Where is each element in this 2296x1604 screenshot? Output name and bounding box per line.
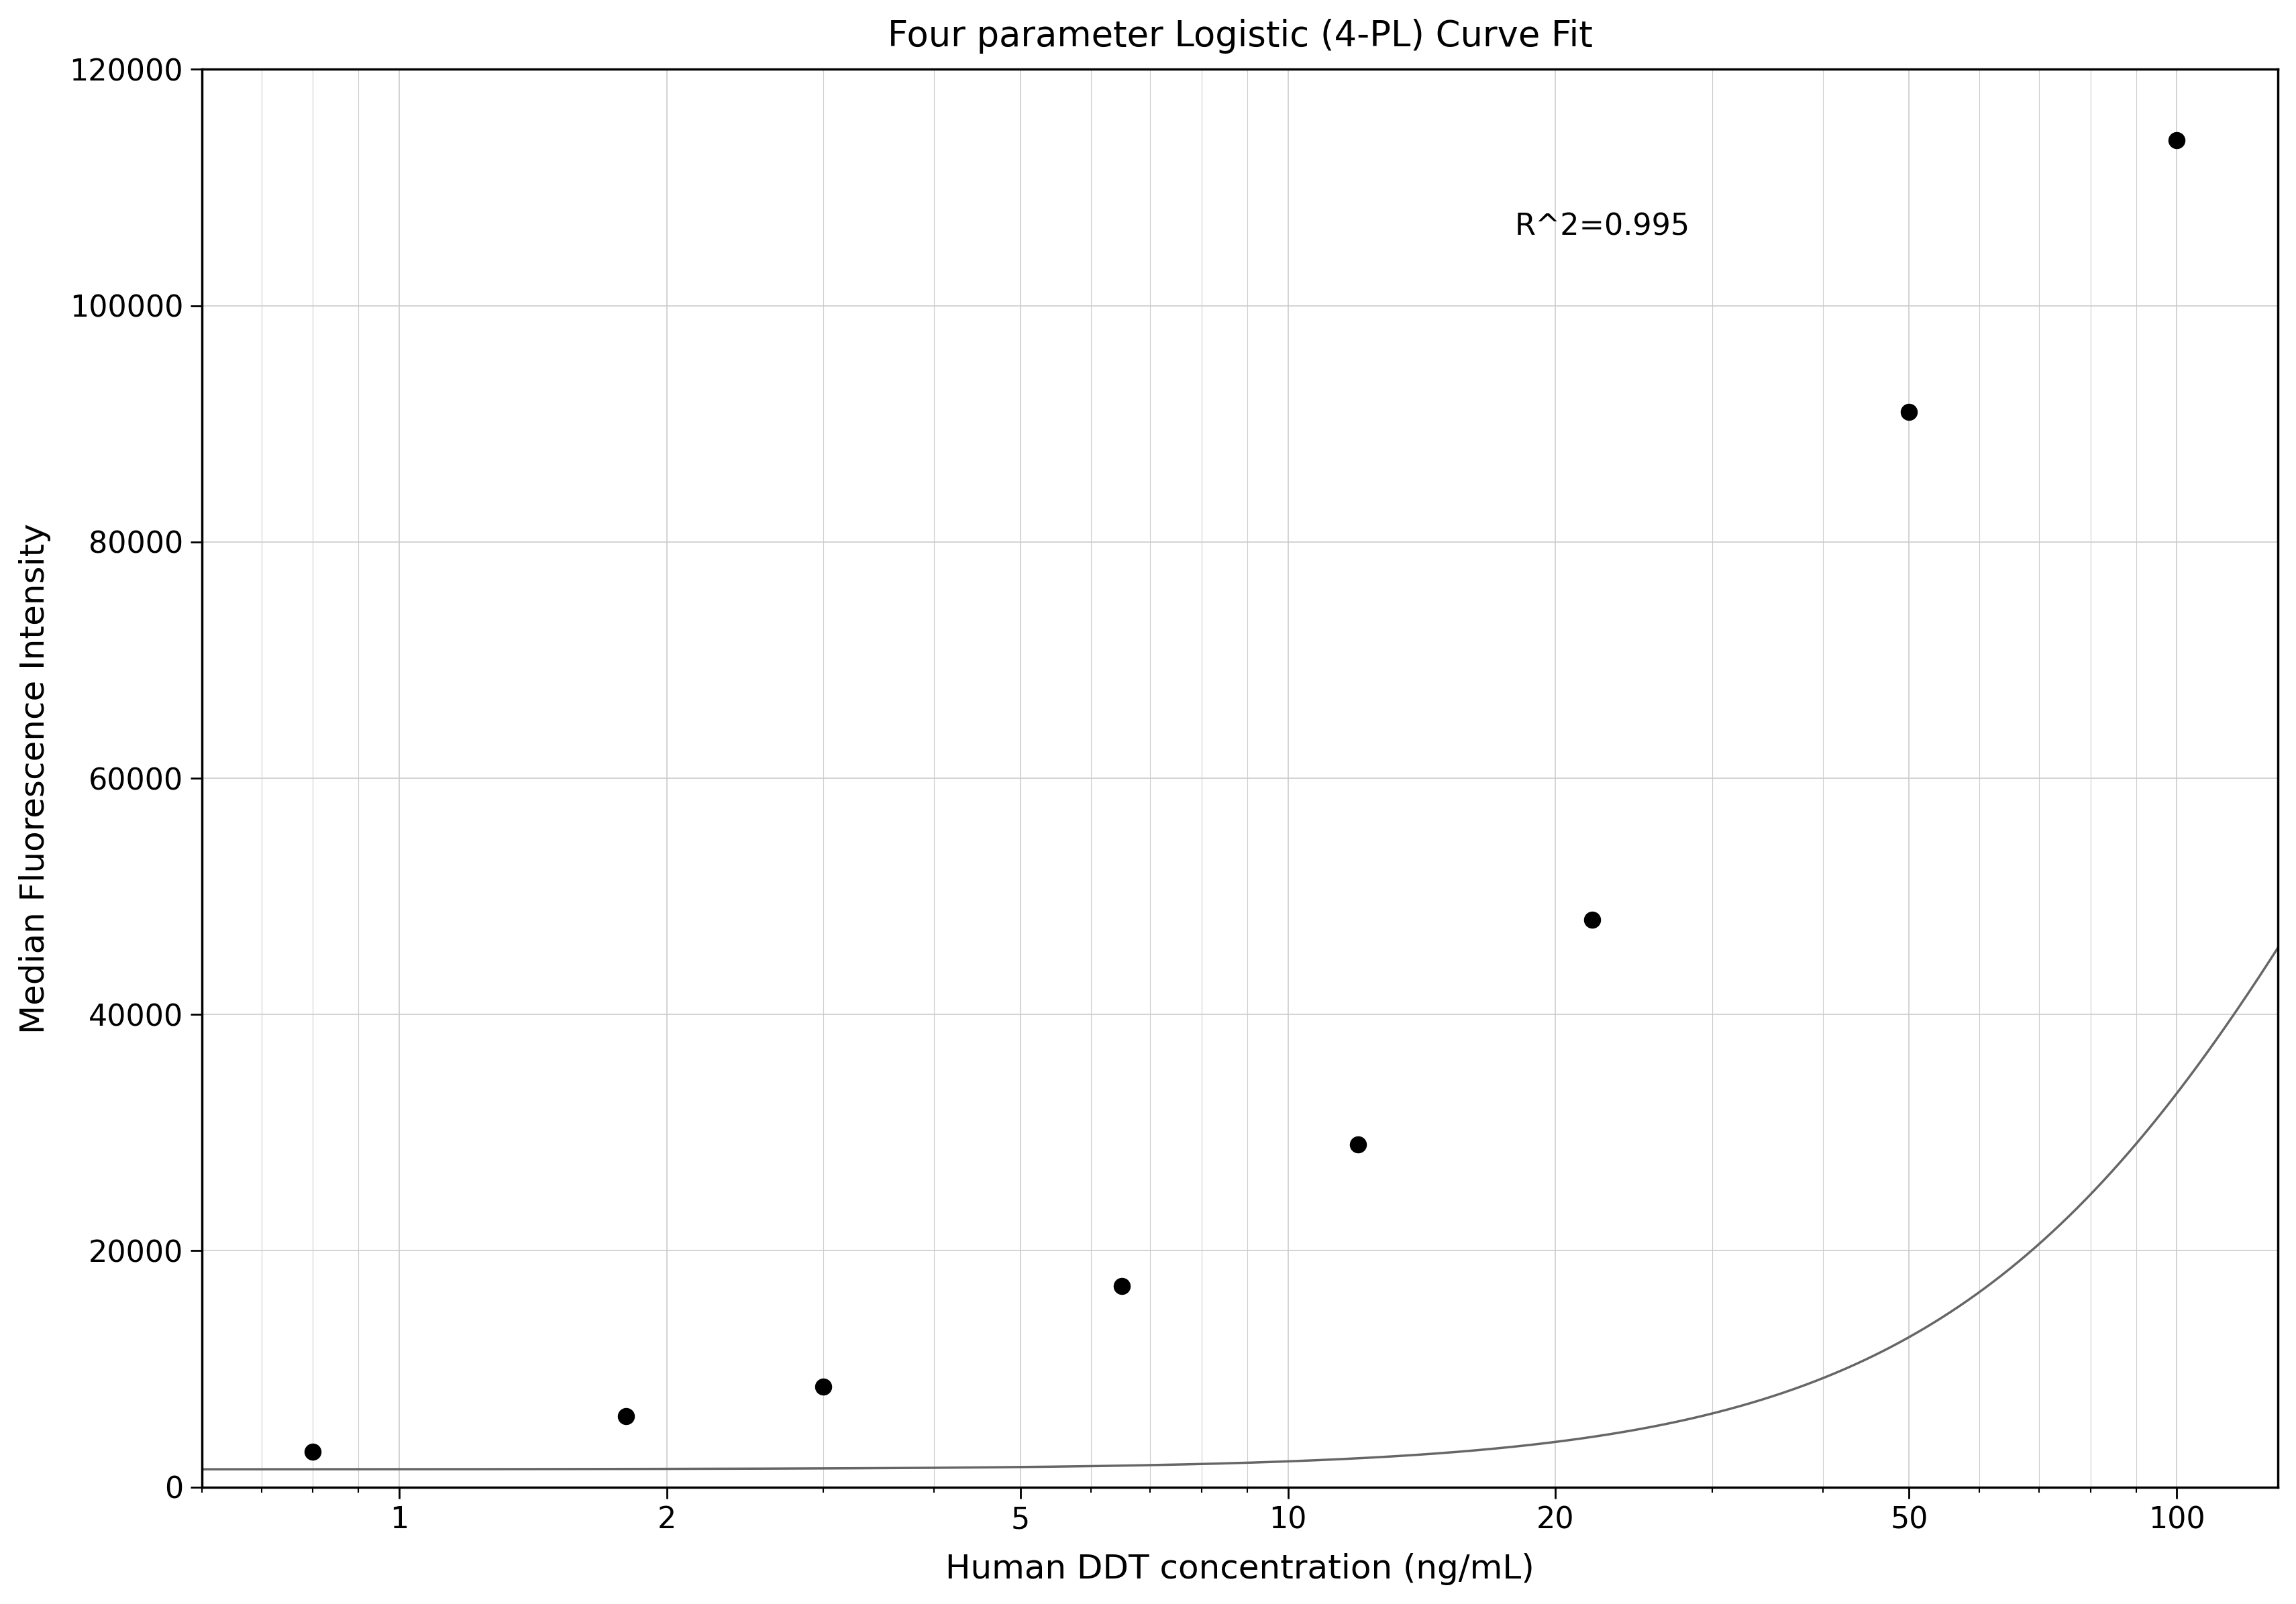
Point <box>608 1404 645 1429</box>
Point <box>294 1439 331 1464</box>
Point <box>1573 908 1609 934</box>
Point <box>1102 1274 1139 1299</box>
Text: R^2=0.995: R^2=0.995 <box>1515 212 1690 241</box>
X-axis label: Human DDT concentration (ng/mL): Human DDT concentration (ng/mL) <box>946 1553 1534 1585</box>
Y-axis label: Median Fluorescence Intensity: Median Fluorescence Intensity <box>18 523 51 1033</box>
Point <box>1339 1132 1375 1158</box>
Point <box>2158 127 2195 152</box>
Point <box>804 1373 840 1399</box>
Title: Four parameter Logistic (4-PL) Curve Fit: Four parameter Logistic (4-PL) Curve Fit <box>886 19 1591 53</box>
Point <box>1890 399 1926 425</box>
